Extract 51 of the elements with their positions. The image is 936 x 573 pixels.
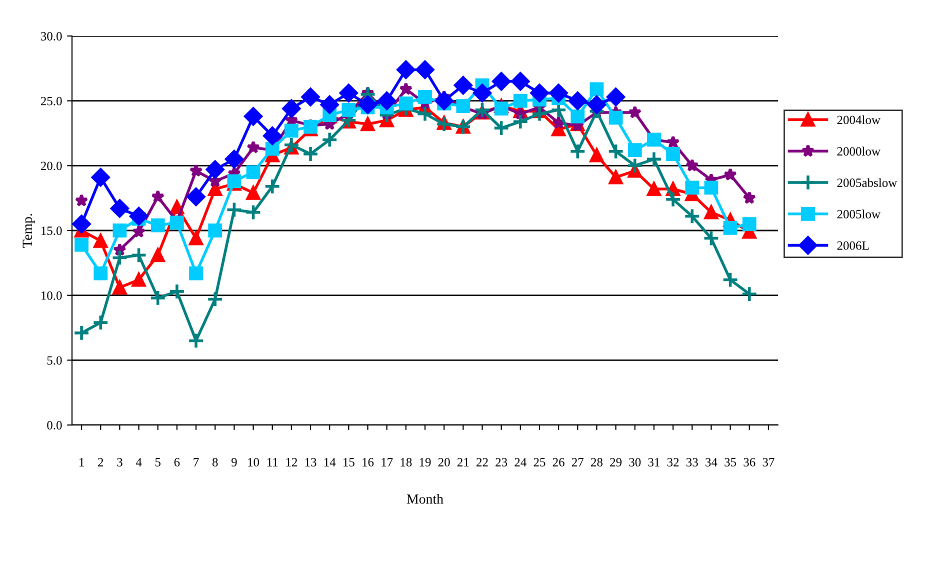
y-tick-label: 20.0	[40, 162, 62, 170]
y-tick-label: 0.0	[47, 421, 62, 430]
x-axis-title: Month	[406, 494, 444, 504]
x-tick-label: 11	[267, 458, 278, 466]
x-tick-label: 19	[420, 458, 431, 466]
x-tick-label: 15	[344, 458, 354, 466]
x-tick-label: 20	[438, 458, 450, 466]
x-tick-label: 6	[174, 458, 180, 466]
x-tick-label: 7	[194, 458, 199, 466]
x-tick-label: 36	[744, 458, 756, 466]
x-tick-label: 29	[610, 458, 622, 466]
x-tick-label: 21	[457, 458, 469, 466]
x-tick-label: 1	[80, 458, 84, 466]
x-tick-label: 3	[117, 458, 122, 466]
x-tick-label: 5	[155, 458, 160, 466]
x-tick-label: 17	[382, 458, 393, 466]
y-tick-label: 15.0	[42, 226, 62, 236]
x-tick-label: 9	[231, 458, 237, 466]
x-tick-label: 16	[362, 458, 374, 466]
y-tick-label: 10.0	[42, 291, 62, 300]
legend-label: 2004low	[837, 115, 880, 124]
x-tick-label: 8	[212, 458, 218, 466]
legend-label: 2005low	[837, 210, 880, 218]
y-tick-label: 25.0	[40, 96, 62, 106]
x-tick-label: 37	[762, 458, 774, 466]
y-tick-label: 5.0	[47, 356, 62, 365]
legend-label: 2000low	[837, 146, 880, 156]
x-tick-label: 22	[476, 458, 488, 466]
x-tick-label: 31	[648, 458, 660, 466]
x-tick-label: 2	[98, 458, 104, 466]
x-tick-label: 10	[248, 458, 260, 466]
legend-label: 2005abslow	[837, 178, 898, 187]
x-tick-label: 18	[400, 458, 412, 466]
x-tick-label: 26	[552, 458, 564, 466]
x-tick-label: 30	[629, 458, 641, 466]
x-tick-label: 32	[667, 458, 679, 466]
x-tick-label: 25	[534, 458, 546, 466]
x-tick-label: 13	[305, 458, 316, 466]
x-tick-label: 33	[686, 458, 698, 466]
legend-label: 2006L	[837, 241, 869, 250]
y-tick-label: 30.0	[41, 32, 62, 41]
x-tick-label: 23	[496, 458, 508, 466]
x-tick-label: 35	[724, 458, 736, 466]
x-tick-label: 27	[572, 458, 584, 466]
y-axis-title: Temp.	[22, 214, 35, 248]
x-tick-label: 28	[591, 458, 603, 466]
x-tick-label: 24	[514, 458, 526, 466]
x-tick-label: 14	[324, 458, 336, 466]
x-tick-label: 34	[706, 458, 718, 466]
x-tick-label: 4	[136, 458, 142, 466]
x-tick-label: 12	[286, 458, 297, 466]
